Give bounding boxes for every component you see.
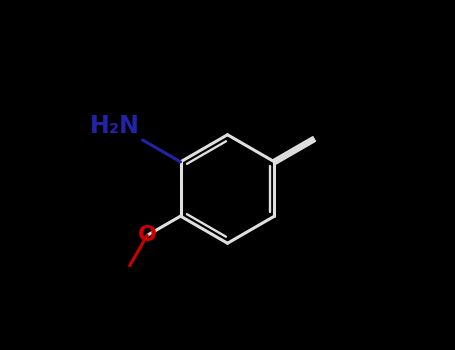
Text: O: O xyxy=(138,225,157,245)
Text: H₂N: H₂N xyxy=(90,114,140,138)
